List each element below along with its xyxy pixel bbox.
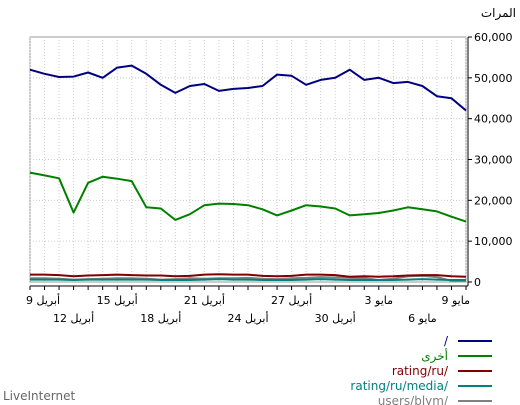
- y-tick-label: 30,000: [474, 154, 513, 167]
- y-tick-label: 50,000: [474, 72, 513, 85]
- x-tick-label: 27 أبريل: [271, 293, 312, 307]
- x-tick-label: 18 أبريل: [140, 311, 181, 325]
- x-tick-label: 3 مايو: [365, 294, 394, 307]
- y-unit-label: المرات: [481, 6, 516, 21]
- legend-label: أخرى: [421, 348, 448, 364]
- x-tick-label: 30 أبريل: [315, 311, 356, 325]
- legend-label: /: [444, 334, 449, 348]
- y-tick-label: 20,000: [474, 194, 513, 207]
- x-tick-label: 21 أبريل: [184, 293, 225, 307]
- y-tick-label: 40,000: [474, 113, 513, 126]
- x-tick-label: 24 أبريل: [227, 311, 268, 325]
- series-line: [29, 64, 467, 112]
- y-tick-label: 10,000: [474, 235, 513, 248]
- brand-label: LiveInternet: [3, 389, 75, 403]
- series-line: [29, 171, 467, 223]
- x-tick-label: 12 أبريل: [53, 311, 94, 325]
- x-axis-ticks: 9 مايو 3 مايو 27 أبريل 21 أبريل 15 أبريل 9 أب…: [26, 286, 470, 325]
- x-tick-label: 15 أبريل: [97, 293, 138, 307]
- legend: /أخرىrating/ru/rating/ru/media/users/bly…: [350, 334, 492, 405]
- y-tick-label: 60,000: [474, 31, 513, 44]
- y-axis-ticks: 0 10,000 20,000 30,000 40,000 50,000 60,000: [468, 31, 513, 289]
- y-tick-label: 0: [474, 276, 481, 289]
- legend-label: rating/ru/media/: [350, 379, 449, 393]
- series-layer: [29, 64, 467, 282]
- x-tick-label: 9 مايو: [442, 294, 471, 307]
- grid: [29, 37, 467, 282]
- series-line: [30, 273, 467, 278]
- legend-label: rating/ru/: [392, 364, 449, 378]
- x-tick-label: 9 أبريل: [26, 293, 60, 307]
- legend-label: users/blym/: [378, 394, 449, 405]
- x-tick-label: 6 مايو: [408, 312, 437, 325]
- series-line: [30, 278, 466, 281]
